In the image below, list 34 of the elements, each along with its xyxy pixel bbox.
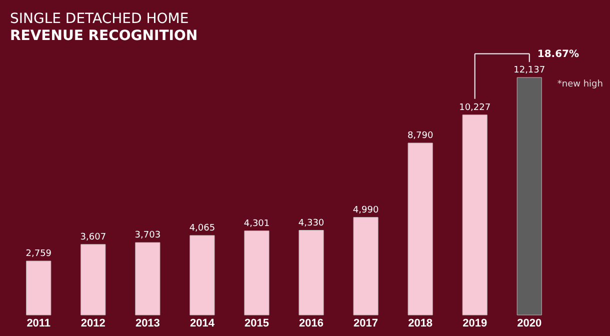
- data-label: 4,065: [189, 223, 216, 234]
- x-tick-label: 2018: [408, 318, 433, 330]
- x-tick-label: 2014: [190, 318, 216, 330]
- bar: [462, 114, 488, 316]
- chart-title: SINGLE DETACHED HOME: [10, 10, 189, 27]
- x-tick-label: 2011: [26, 318, 51, 330]
- x-tick-label: 2019: [462, 318, 488, 330]
- x-tick-label: 2017: [354, 318, 378, 330]
- chart-subtitle: REVENUE RECOGNITION: [10, 28, 198, 44]
- x-tick-label: 2013: [135, 318, 160, 330]
- bar: [353, 217, 378, 316]
- data-label: 4,301: [244, 218, 270, 229]
- bar: [244, 230, 270, 316]
- data-label: 3,607: [80, 232, 106, 242]
- data-label: 2,759: [26, 249, 52, 260]
- text: 18.67%: [537, 48, 580, 60]
- data-label: 4,330: [298, 218, 324, 228]
- bar: [298, 230, 324, 316]
- bar: [190, 235, 215, 316]
- bar: [135, 242, 160, 316]
- x-tick-label: 2020: [517, 318, 542, 330]
- bar: [408, 142, 433, 316]
- data-label: 8,790: [407, 130, 434, 141]
- data-label: 12,137: [514, 66, 546, 76]
- data-label: 10,227: [459, 102, 491, 113]
- bar: [516, 77, 542, 316]
- bar: [26, 260, 52, 316]
- x-tick-label: 2012: [80, 318, 106, 330]
- text: *new high: [557, 80, 603, 90]
- x-tick-label: 2016: [299, 318, 324, 330]
- bar: [80, 244, 106, 316]
- x-tick-label: 2015: [244, 318, 269, 330]
- data-label: 4,990: [352, 205, 379, 216]
- data-label: 3,703: [134, 230, 161, 241]
